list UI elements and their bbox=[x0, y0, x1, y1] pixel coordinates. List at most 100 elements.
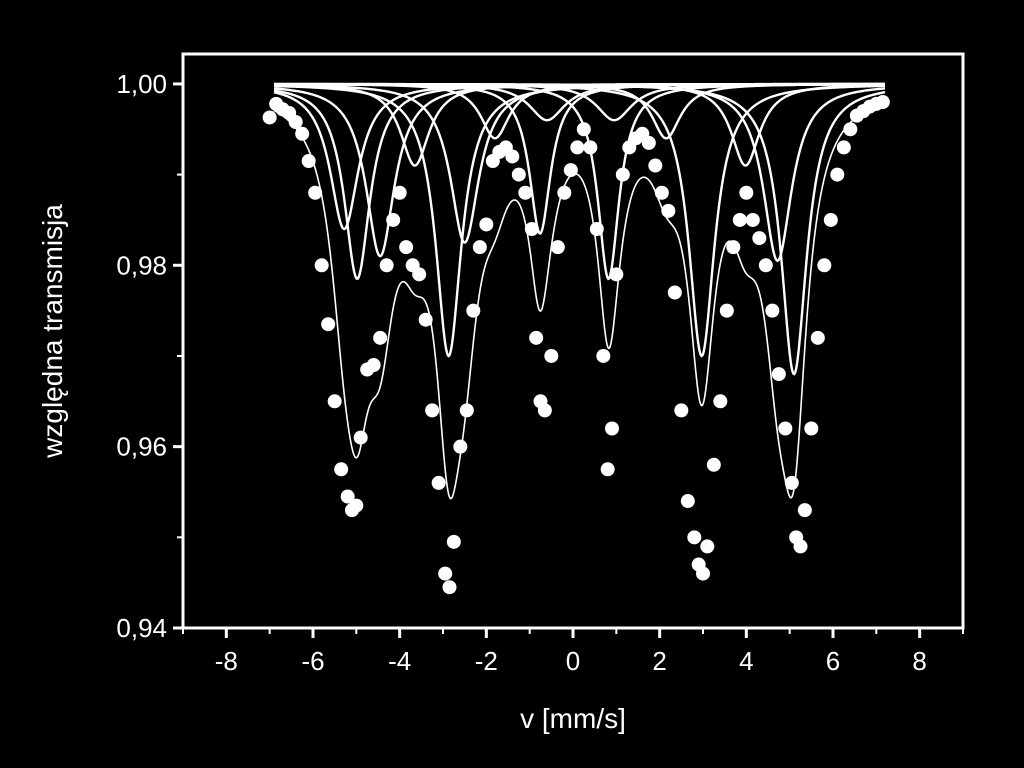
data-point bbox=[412, 267, 427, 282]
data-point bbox=[570, 140, 585, 155]
data-point bbox=[641, 135, 656, 150]
data-point bbox=[765, 303, 780, 318]
data-point bbox=[830, 167, 845, 182]
data-point bbox=[576, 122, 591, 137]
data-point bbox=[386, 212, 401, 227]
x-tick-label: -8 bbox=[215, 646, 238, 676]
data-point bbox=[823, 212, 838, 227]
data-point bbox=[667, 285, 682, 300]
data-point bbox=[600, 462, 615, 477]
x-axis-title: v [mm/s] bbox=[520, 703, 626, 734]
data-point bbox=[314, 258, 329, 273]
data-point bbox=[793, 539, 808, 554]
y-tick-label: 1,00 bbox=[116, 69, 167, 99]
data-point bbox=[771, 367, 786, 382]
data-point bbox=[418, 312, 433, 327]
data-point bbox=[431, 475, 446, 490]
data-point bbox=[479, 217, 494, 232]
fit-curves bbox=[273, 82, 886, 500]
data-point bbox=[563, 163, 578, 178]
data-point bbox=[321, 317, 336, 332]
data-point bbox=[609, 267, 624, 282]
data-point bbox=[687, 530, 702, 545]
data-point bbox=[700, 539, 715, 554]
data-point bbox=[739, 185, 754, 200]
x-tick-label: 8 bbox=[912, 646, 926, 676]
data-point bbox=[550, 240, 565, 255]
data-point bbox=[334, 462, 349, 477]
x-tick-label: 0 bbox=[566, 646, 580, 676]
data-point bbox=[680, 494, 695, 509]
data-point bbox=[875, 95, 890, 110]
data-point bbox=[459, 403, 474, 418]
data-point bbox=[446, 534, 461, 549]
data-point bbox=[810, 330, 825, 345]
x-tick-label: 4 bbox=[739, 646, 753, 676]
data-point bbox=[557, 185, 572, 200]
x-tick-label: 6 bbox=[826, 646, 840, 676]
data-point bbox=[379, 258, 394, 273]
data-point bbox=[425, 403, 440, 418]
y-axis: 0,94 0,96 0,98 1,00 bbox=[116, 69, 183, 643]
y-tick-label: 0,96 bbox=[116, 432, 167, 462]
data-point bbox=[472, 240, 487, 255]
data-point bbox=[804, 421, 819, 436]
data-point bbox=[778, 421, 793, 436]
data-point bbox=[836, 140, 851, 155]
data-point bbox=[654, 185, 669, 200]
data-point bbox=[752, 231, 767, 246]
data-point bbox=[262, 110, 277, 125]
data-point bbox=[308, 185, 323, 200]
data-point bbox=[648, 158, 663, 173]
fit-envelope-curve bbox=[273, 101, 886, 500]
data-point bbox=[784, 475, 799, 490]
data-point bbox=[442, 580, 457, 595]
data-point bbox=[288, 115, 303, 130]
data-point bbox=[353, 430, 368, 445]
data-point bbox=[843, 122, 858, 137]
y-tick-label: 0,94 bbox=[116, 613, 167, 643]
data-point bbox=[589, 222, 604, 237]
data-point bbox=[605, 421, 619, 436]
data-point bbox=[453, 439, 468, 454]
data-point bbox=[745, 212, 760, 227]
data-point bbox=[327, 394, 342, 409]
data-point bbox=[719, 303, 734, 318]
data-point bbox=[615, 167, 630, 182]
data-point bbox=[674, 403, 689, 418]
data-point bbox=[732, 212, 747, 227]
data-point bbox=[340, 489, 355, 504]
data-point bbox=[518, 185, 533, 200]
data-point bbox=[392, 185, 407, 200]
data-point bbox=[366, 358, 381, 373]
fit-component-curve bbox=[274, 82, 885, 235]
data-point bbox=[797, 503, 812, 518]
fit-component-curve bbox=[273, 82, 885, 231]
fit-component-curve bbox=[274, 82, 886, 122]
data-points bbox=[262, 95, 890, 595]
y-axis-title: względna transmisja bbox=[37, 204, 68, 459]
data-point bbox=[596, 348, 611, 363]
data-point bbox=[537, 403, 552, 418]
data-point bbox=[706, 457, 721, 472]
fit-component-curve bbox=[273, 82, 885, 244]
x-tick-label: 2 bbox=[652, 646, 666, 676]
y-tick-label: 0,98 bbox=[116, 250, 167, 280]
x-tick-label: -4 bbox=[388, 646, 411, 676]
x-tick-label: -2 bbox=[475, 646, 498, 676]
data-point bbox=[349, 498, 364, 513]
data-point bbox=[758, 258, 773, 273]
data-point bbox=[529, 330, 544, 345]
data-point bbox=[726, 240, 741, 255]
data-point bbox=[511, 167, 526, 182]
data-point bbox=[696, 566, 710, 581]
data-point bbox=[373, 330, 388, 345]
data-point bbox=[583, 140, 598, 155]
data-point bbox=[399, 240, 414, 255]
data-point bbox=[661, 203, 676, 218]
data-point bbox=[301, 154, 316, 168]
x-tick-label: -6 bbox=[301, 646, 324, 676]
data-point bbox=[544, 348, 559, 363]
data-point bbox=[817, 258, 832, 273]
